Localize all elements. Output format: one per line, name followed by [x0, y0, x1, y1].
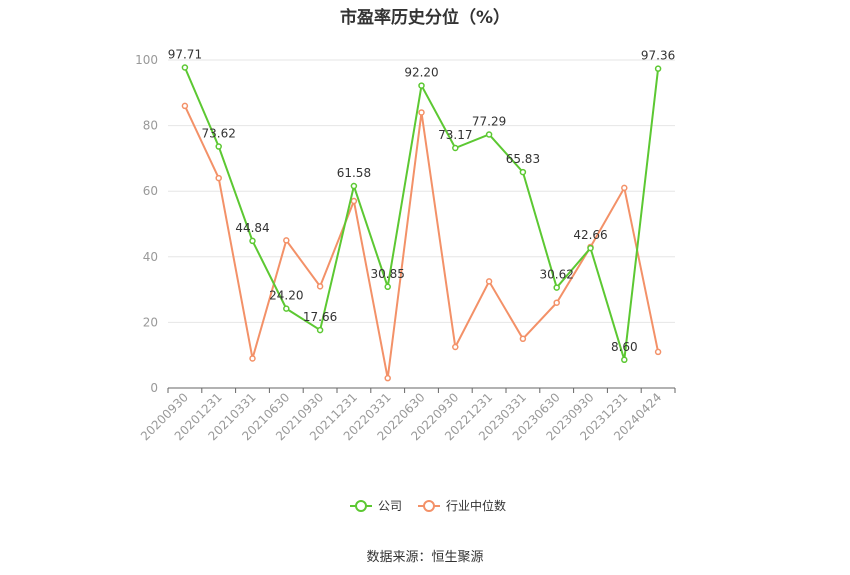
data-point [587, 244, 594, 252]
legend-swatch-marker [423, 500, 435, 512]
x-axis: 2020093020201231202103312021063020210930… [138, 387, 676, 443]
data-point [181, 64, 189, 71]
data-label: 97.71 [168, 48, 202, 62]
data-point [384, 283, 391, 291]
data-point [249, 355, 256, 362]
data-label: 73.17 [438, 128, 472, 142]
data-point [283, 237, 290, 244]
legend-label: 公司 [378, 499, 402, 513]
data-point [316, 326, 324, 334]
data-point [418, 109, 425, 116]
legend-item-0[interactable]: 公司 [350, 499, 402, 513]
data-label: 61.58 [337, 166, 371, 180]
legend-swatch-marker [355, 500, 367, 512]
legend[interactable]: 公司 行业中位数 [350, 498, 506, 513]
data-label: 8.60 [611, 340, 638, 354]
data-point [654, 65, 662, 72]
data-point [485, 278, 493, 285]
data-point [350, 197, 358, 205]
data-point [249, 237, 256, 245]
data-point [519, 335, 527, 343]
y-tick-label: 40 [143, 250, 158, 264]
y-tick-label: 0 [150, 381, 158, 395]
y-tick-label: 100 [135, 53, 158, 67]
data-point [181, 102, 189, 110]
data-point [418, 82, 425, 89]
data-point [215, 143, 222, 150]
data-label: 65.83 [506, 152, 540, 166]
data-label: 30.85 [371, 267, 405, 281]
legend-label: 行业中位数 [446, 498, 506, 513]
data-point [621, 184, 628, 192]
data-label: 77.29 [472, 114, 506, 128]
data-label: 17.66 [303, 310, 337, 324]
series-1 [181, 102, 662, 382]
chart-title: 市盈率历史分位（%） [339, 8, 511, 28]
data-point [215, 174, 222, 182]
y-axis: 0 20 40 60 80 100 [135, 53, 158, 395]
data-point [485, 131, 493, 138]
y-tick-label: 20 [143, 315, 158, 329]
data-point [283, 305, 290, 312]
data-label: 92.20 [404, 66, 438, 80]
data-point [384, 374, 391, 382]
data-label: 73.62 [202, 127, 236, 141]
source-note: 数据来源：恒生聚源 [366, 550, 484, 565]
data-point [553, 299, 560, 306]
data-label: 97.36 [641, 49, 675, 63]
data-label: 42.66 [573, 228, 607, 242]
data-point [316, 283, 324, 290]
data-point [654, 348, 662, 356]
data-point [519, 168, 527, 176]
data-label: 44.84 [235, 221, 269, 235]
data-point [350, 182, 358, 190]
data-label: 30.62 [540, 268, 574, 282]
data-label: 24.20 [269, 289, 303, 303]
legend-item-1[interactable]: 行业中位数 [418, 498, 506, 513]
y-tick-label: 60 [143, 184, 158, 198]
grid-lines [168, 59, 675, 323]
data-point [452, 343, 459, 351]
data-point [553, 284, 560, 291]
y-tick-label: 80 [143, 119, 158, 133]
data-point [621, 356, 628, 364]
data-point [452, 144, 459, 152]
